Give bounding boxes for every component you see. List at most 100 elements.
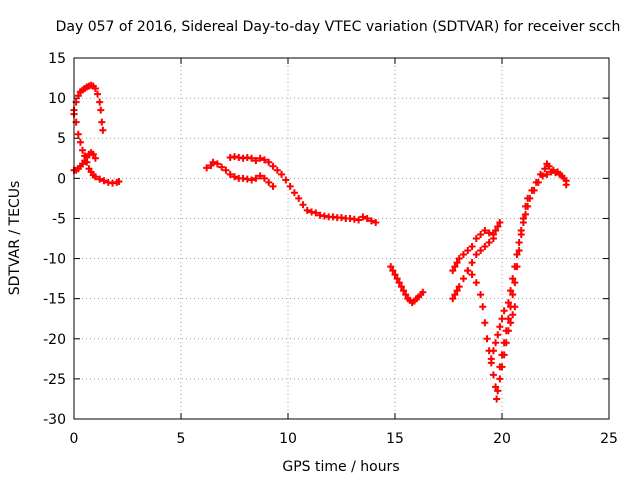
data-point bbox=[509, 275, 517, 283]
x-tick-label: 25 bbox=[600, 431, 618, 447]
data-point bbox=[295, 194, 303, 202]
data-point bbox=[449, 295, 457, 303]
x-axis-label: GPS time / hours bbox=[282, 459, 399, 475]
data-point bbox=[477, 230, 485, 238]
x-tick-label: 15 bbox=[386, 431, 404, 447]
data-point bbox=[489, 371, 497, 379]
data-point bbox=[397, 283, 405, 291]
data-point bbox=[286, 182, 294, 190]
data-point bbox=[483, 335, 491, 343]
y-tick-label: -20 bbox=[43, 332, 66, 348]
data-point bbox=[549, 166, 557, 174]
series-track-f bbox=[387, 263, 427, 307]
series-track-g bbox=[449, 218, 504, 275]
data-point bbox=[256, 154, 264, 162]
data-point bbox=[524, 194, 532, 202]
data-point bbox=[494, 222, 502, 230]
data-point bbox=[496, 363, 504, 371]
data-point bbox=[76, 138, 84, 146]
data-point bbox=[248, 176, 256, 184]
data-point bbox=[260, 156, 268, 164]
data-point bbox=[451, 263, 459, 271]
data-point bbox=[502, 327, 510, 335]
series-track-h bbox=[449, 235, 497, 303]
data-point bbox=[543, 170, 551, 178]
data-point bbox=[290, 189, 298, 197]
data-point bbox=[387, 263, 395, 271]
data-point bbox=[545, 162, 553, 170]
data-point bbox=[269, 182, 277, 190]
data-point bbox=[231, 173, 238, 181]
data-point bbox=[98, 118, 106, 126]
data-point bbox=[537, 170, 545, 178]
data-point bbox=[94, 90, 102, 98]
data-point bbox=[494, 387, 502, 395]
data-point bbox=[395, 279, 403, 287]
data-point bbox=[91, 84, 99, 92]
x-tick-label: 10 bbox=[279, 431, 297, 447]
data-point bbox=[100, 177, 108, 185]
data-point bbox=[355, 216, 363, 224]
data-point bbox=[515, 247, 523, 255]
data-point bbox=[496, 375, 504, 383]
data-point bbox=[451, 291, 459, 299]
data-point bbox=[464, 267, 472, 275]
data-point bbox=[278, 170, 286, 178]
data-point bbox=[455, 283, 463, 291]
data-point bbox=[363, 214, 371, 222]
data-point bbox=[74, 130, 82, 138]
data-point bbox=[372, 218, 380, 226]
data-point bbox=[554, 168, 562, 176]
data-point bbox=[528, 186, 536, 194]
data-point bbox=[449, 267, 457, 275]
data-point bbox=[359, 213, 367, 221]
data-point bbox=[522, 210, 530, 218]
data-point bbox=[513, 263, 521, 271]
data-point bbox=[485, 229, 493, 237]
data-point bbox=[517, 230, 525, 238]
data-point bbox=[489, 235, 497, 242]
axis-ticks bbox=[73, 57, 610, 420]
data-point bbox=[472, 251, 480, 259]
data-point bbox=[479, 303, 487, 311]
chart-title: Day 057 of 2016, Sidereal Day-to-day VTE… bbox=[56, 19, 621, 35]
y-tick-label: 15 bbox=[48, 51, 66, 67]
data-point bbox=[453, 259, 461, 267]
data-point bbox=[252, 174, 260, 182]
data-point bbox=[522, 202, 530, 210]
data-point bbox=[511, 279, 519, 287]
data-point bbox=[273, 166, 281, 174]
data-point bbox=[459, 251, 467, 259]
series-track-k bbox=[496, 160, 570, 371]
data-point bbox=[400, 287, 408, 295]
data-point bbox=[97, 106, 105, 114]
data-point bbox=[419, 288, 427, 296]
data-point bbox=[492, 226, 500, 234]
y-tick-label: -5 bbox=[52, 211, 66, 227]
data-point bbox=[494, 331, 502, 339]
data-point bbox=[269, 162, 277, 170]
x-tick-label: 5 bbox=[177, 431, 186, 447]
data-point bbox=[299, 201, 307, 209]
data-point bbox=[213, 160, 221, 168]
data-point bbox=[496, 218, 504, 226]
y-tick-label: 10 bbox=[48, 91, 66, 107]
data-point bbox=[481, 319, 489, 327]
y-tick-label: 0 bbox=[57, 171, 66, 187]
data-point bbox=[256, 172, 264, 180]
data-point bbox=[89, 150, 97, 158]
data-point bbox=[500, 339, 508, 347]
data-point bbox=[96, 175, 104, 183]
data-point bbox=[393, 275, 401, 283]
y-tick-label: -25 bbox=[43, 372, 66, 388]
x-tick-label: 0 bbox=[70, 431, 79, 447]
data-point bbox=[487, 355, 495, 363]
data-point bbox=[477, 247, 485, 255]
data-point bbox=[455, 255, 463, 263]
data-point bbox=[500, 307, 508, 315]
data-point bbox=[459, 275, 467, 283]
data-point bbox=[507, 287, 515, 295]
grid bbox=[74, 58, 609, 419]
series-track-i bbox=[464, 267, 519, 403]
